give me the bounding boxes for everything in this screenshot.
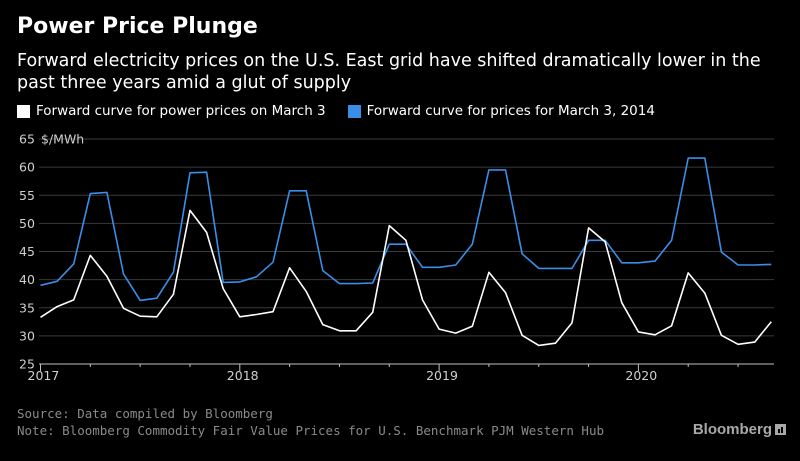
- bloomberg-chart-icon: [775, 424, 786, 435]
- brand-text: Bloomberg: [692, 421, 772, 438]
- x-tick-label: 2017: [28, 368, 60, 383]
- y-tick-label: 55: [19, 188, 35, 203]
- source-text: Source: Data compiled by Bloomberg: [17, 406, 273, 421]
- y-tick-label: 50: [19, 216, 35, 231]
- bloomberg-logo: Bloomberg: [693, 421, 786, 438]
- y-tick-label: 45: [19, 244, 35, 259]
- series-line-current: [40, 209, 772, 347]
- y-tick-label: 25: [19, 357, 35, 372]
- y-tick-label: 60: [19, 160, 35, 175]
- legend-label-2014: Forward curve for prices for March 3, 20…: [366, 103, 655, 119]
- x-tick-label: 2019: [426, 368, 458, 383]
- note-text: Note: Bloomberg Commodity Fair Value Pri…: [17, 423, 604, 438]
- chart-title: Power Price Plunge: [17, 14, 258, 39]
- series-line-2014: [40, 157, 772, 302]
- y-tick-label: 65: [19, 132, 35, 147]
- source-notes: Source: Data compiled by Bloomberg Note:…: [17, 405, 604, 439]
- legend-item-2014: Forward curve for prices for March 3, 20…: [347, 103, 655, 119]
- x-tick-label: 2018: [227, 368, 259, 383]
- y-tick-label: 30: [19, 328, 35, 343]
- legend-swatch-current: [17, 104, 30, 118]
- legend: Forward curve for power prices on March …: [17, 103, 677, 119]
- legend-item-current: Forward curve for power prices on March …: [17, 103, 326, 119]
- x-tick-label: 2020: [625, 368, 657, 383]
- y-tick-label: 40: [19, 272, 35, 287]
- y-tick-label: 35: [19, 300, 35, 315]
- legend-swatch-2014: [347, 104, 361, 118]
- y-axis-unit: $/MWh: [41, 132, 84, 147]
- chart-subtitle: Forward electricity prices on the U.S. E…: [17, 51, 761, 93]
- legend-label-current: Forward curve for power prices on March …: [36, 103, 326, 119]
